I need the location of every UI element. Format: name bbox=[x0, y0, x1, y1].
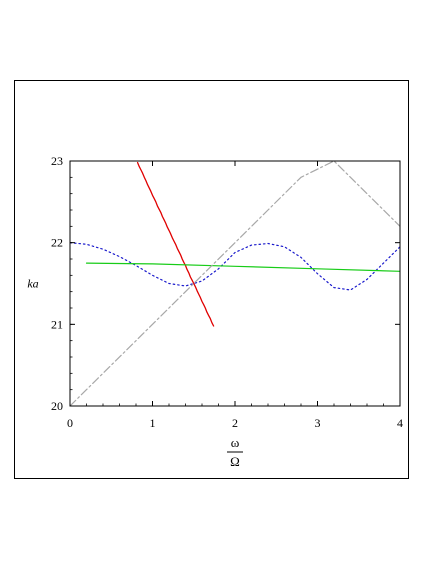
x-axis-label-denominator: Ω bbox=[230, 454, 240, 469]
x-tick-label: 2 bbox=[232, 416, 238, 430]
x-tick-label: 1 bbox=[150, 416, 156, 430]
figure-frame: 0 1 2 3 4 20 21 22 23 ka ω Ω bbox=[14, 80, 409, 479]
x-tick-label: 0 bbox=[67, 416, 73, 430]
series-group bbox=[70, 161, 400, 406]
x-tick-label: 4 bbox=[397, 416, 403, 430]
y-tick-label: 22 bbox=[51, 236, 63, 250]
y-axis-label: ka bbox=[27, 277, 38, 291]
x-tick-label: 3 bbox=[315, 416, 321, 430]
series-gray-dashdot-3 bbox=[70, 161, 400, 406]
series-green-solid-2 bbox=[85, 262, 400, 272]
series-red-solid-0 bbox=[136, 161, 215, 327]
x-axis-label-numerator: ω bbox=[231, 435, 240, 450]
y-tick-label: 23 bbox=[51, 154, 63, 168]
chart-marks bbox=[70, 161, 400, 406]
series-blue-dotted-1 bbox=[70, 242, 400, 291]
y-tick-label: 21 bbox=[51, 317, 63, 331]
y-tick-label: 20 bbox=[51, 399, 63, 413]
plot-area-border bbox=[69, 160, 401, 407]
